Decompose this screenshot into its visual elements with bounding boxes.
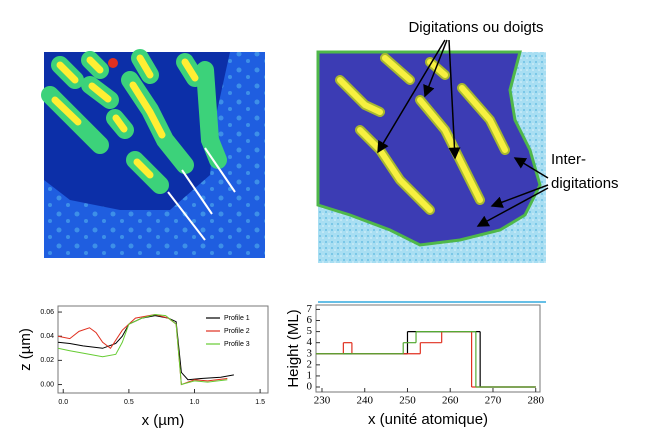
y-tick-label: 0.00 bbox=[40, 381, 54, 388]
y-tick-label: 3 bbox=[307, 347, 313, 359]
legend-label: Profile 1 bbox=[224, 315, 250, 322]
profile-line bbox=[57, 313, 228, 386]
legend-label: Profile 3 bbox=[224, 341, 250, 348]
legend-label: Profile 2 bbox=[224, 328, 250, 335]
x-tick-label: 0.5 bbox=[124, 399, 134, 406]
x-tick-label: 0.0 bbox=[58, 399, 68, 406]
afm-image bbox=[41, 49, 265, 258]
x-axis-label: x (µm) bbox=[142, 412, 185, 429]
y-tick-label: 6 bbox=[307, 314, 313, 326]
y-tick-label: 5 bbox=[307, 325, 313, 337]
y-tick-label: 0.02 bbox=[40, 357, 54, 364]
annotation: Digitations ou doigts bbox=[408, 19, 543, 36]
x-tick-label: 270 bbox=[485, 395, 502, 407]
annotation: digitations bbox=[551, 175, 619, 192]
annotation: Inter- bbox=[551, 151, 586, 168]
profile-line bbox=[57, 313, 228, 386]
profile-line bbox=[57, 315, 234, 381]
y-tick-label: 0 bbox=[307, 381, 313, 393]
stm-image bbox=[316, 50, 546, 263]
x-tick-label: 250 bbox=[399, 395, 416, 407]
x-tick-label: 240 bbox=[356, 395, 373, 407]
y-tick-label: 4 bbox=[307, 336, 313, 348]
x-tick-label: 1.5 bbox=[255, 399, 265, 406]
y-tick-label: 2 bbox=[307, 358, 313, 370]
arrows bbox=[377, 39, 549, 227]
plot-frame bbox=[315, 304, 541, 393]
y-axis-label: Height (ML) bbox=[285, 309, 302, 387]
x-tick-label: 260 bbox=[442, 395, 459, 407]
y-tick-label: 0.06 bbox=[40, 309, 54, 316]
x-axis-label: x (unité atomique) bbox=[368, 411, 488, 428]
x-tick-label: 280 bbox=[527, 395, 544, 407]
plot-frame bbox=[57, 305, 269, 394]
x-tick-label: 1.0 bbox=[190, 399, 200, 406]
y-tick-label: 7 bbox=[307, 303, 313, 315]
y-tick-label: 1 bbox=[307, 369, 313, 381]
x-tick-label: 230 bbox=[314, 395, 331, 407]
y-tick-label: 0.04 bbox=[40, 333, 54, 340]
y-axis-label: z (µm) bbox=[17, 328, 34, 371]
